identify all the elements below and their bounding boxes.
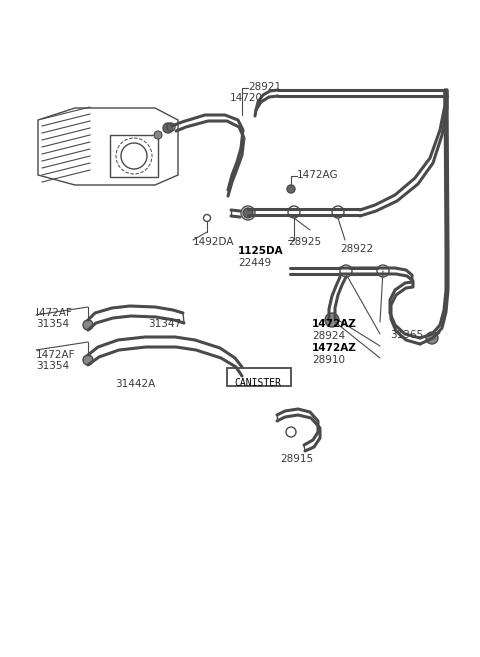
- Circle shape: [325, 313, 339, 327]
- Circle shape: [287, 185, 295, 193]
- Circle shape: [426, 332, 438, 344]
- Text: 31354: 31354: [36, 319, 69, 329]
- Text: 28921: 28921: [248, 82, 281, 92]
- Text: 22449: 22449: [238, 258, 271, 268]
- Text: 31365: 31365: [390, 330, 423, 340]
- Text: 28925: 28925: [288, 237, 321, 247]
- Circle shape: [243, 208, 253, 218]
- Circle shape: [83, 320, 93, 330]
- Text: 1472AZ: 1472AZ: [312, 319, 357, 329]
- Text: 28915: 28915: [280, 454, 313, 464]
- Text: 1125DA: 1125DA: [238, 246, 284, 256]
- Circle shape: [163, 123, 173, 133]
- Text: 31354: 31354: [36, 361, 69, 371]
- Text: 31442A: 31442A: [115, 379, 155, 389]
- Text: 31347: 31347: [148, 319, 181, 329]
- Text: l472AF: l472AF: [36, 308, 72, 318]
- Text: 28922: 28922: [340, 244, 373, 254]
- Text: 1472AZ: 1472AZ: [312, 343, 357, 353]
- Text: CANISTER: CANISTER: [235, 378, 281, 388]
- Circle shape: [154, 131, 162, 139]
- Text: 1472AG: 1472AG: [297, 170, 338, 180]
- Text: 1472AF: 1472AF: [36, 350, 75, 360]
- Circle shape: [83, 355, 93, 365]
- Text: 1492DA: 1492DA: [193, 237, 235, 247]
- Text: 28924: 28924: [312, 331, 345, 341]
- Text: 14720: 14720: [230, 93, 263, 103]
- Text: 28910: 28910: [312, 355, 345, 365]
